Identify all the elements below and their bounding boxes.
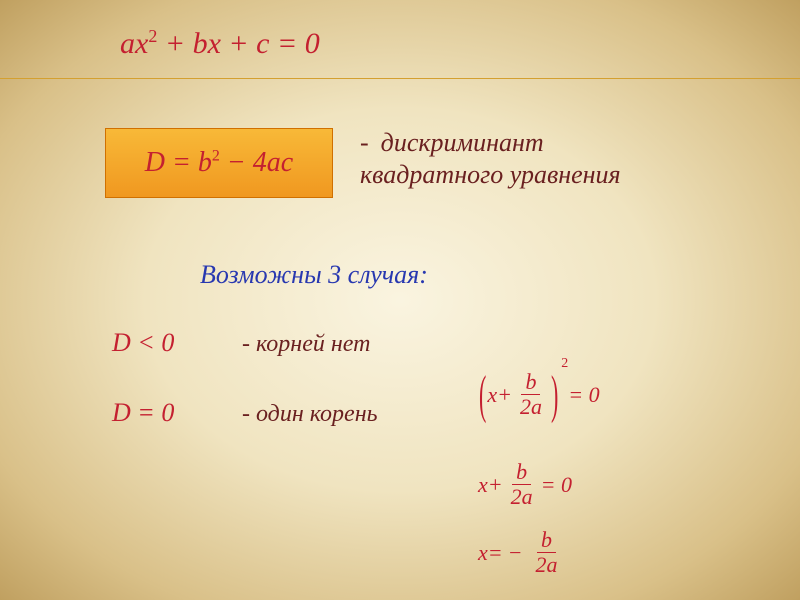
discriminant-formula: D = b2 − 4ac — [145, 147, 293, 179]
equals-zero: = 0 — [568, 382, 599, 408]
left-paren: ( — [479, 368, 486, 421]
denominator-2a: 2a — [516, 395, 546, 419]
cases-title: Возможны 3 случая: — [200, 260, 428, 290]
quadratic-equation: ax2 + bx + c = 0 — [120, 26, 320, 61]
right-paren: ) — [551, 368, 558, 421]
numerator-b: b — [521, 370, 540, 395]
numerator-b: b — [537, 528, 556, 553]
minus-sign: − — [508, 540, 523, 566]
equals-zero: = 0 — [541, 472, 572, 498]
var-x: x — [487, 382, 497, 408]
fraction-b-over-2a: b 2a — [516, 370, 546, 419]
bullet-dash: - — [360, 128, 369, 157]
var-x: x — [478, 540, 488, 566]
exponent-2: 2 — [212, 148, 220, 165]
equals: = — [165, 147, 198, 178]
plus-sign: + — [488, 472, 503, 498]
label-no-roots: - корней нет — [242, 331, 370, 357]
equals-sign: = — [488, 540, 503, 566]
fraction-b-over-2a: b 2a — [531, 528, 561, 577]
plus-sign: + — [497, 382, 512, 408]
horizontal-rule — [0, 78, 800, 79]
exponent-2: 2 — [148, 26, 157, 46]
condition-d-eq-0: D = 0 — [112, 398, 232, 428]
equation-linear-form: x + b 2a = 0 — [478, 460, 572, 509]
term-4ac: − 4ac — [220, 147, 293, 178]
equation-root-solution: x = − b 2a — [478, 528, 565, 577]
condition-d-lt-0: D < 0 — [112, 328, 232, 358]
discriminant-description: -дискриминант квадратного уравнения — [360, 128, 621, 190]
label-one-root: - один корень — [242, 401, 378, 427]
var-b: b — [198, 147, 212, 178]
case-d-equals-zero: D = 0 - один корень — [112, 398, 378, 428]
terms-rest: + bx + c = 0 — [157, 27, 319, 60]
discriminant-formula-box: D = b2 − 4ac — [105, 128, 333, 198]
var-D: D — [145, 147, 165, 178]
numerator-b: b — [512, 460, 531, 485]
case-d-less-zero: D < 0 - корней нет — [112, 328, 370, 358]
phrase-of-quadratic: квадратного уравнения — [360, 160, 621, 190]
word-discriminant: дискриминант — [381, 128, 544, 157]
fraction-b-over-2a: b 2a — [507, 460, 537, 509]
exponent-2: 2 — [561, 356, 568, 372]
equation-completed-square: ( x + b 2a ) 2 = 0 — [478, 370, 600, 419]
var-x: x — [478, 472, 488, 498]
denominator-2a: 2a — [531, 553, 561, 577]
denominator-2a: 2a — [507, 485, 537, 509]
term-ax: ax — [120, 27, 148, 60]
